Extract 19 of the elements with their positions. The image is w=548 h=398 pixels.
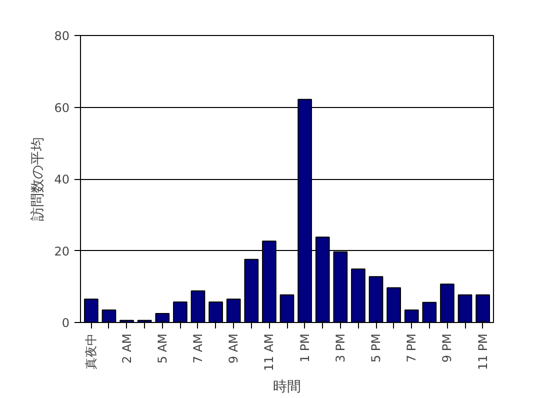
y-tick-label: 40 bbox=[54, 172, 70, 186]
y-tick-label: 80 bbox=[54, 29, 70, 43]
x-tick-label: 11 AM bbox=[262, 333, 276, 372]
x-tick-label: 5 AM bbox=[155, 333, 170, 364]
x-tick-label: 真夜中 bbox=[84, 334, 98, 370]
x-tick-label: 7 AM bbox=[190, 333, 205, 364]
y-tick-label: 60 bbox=[54, 100, 70, 115]
x-tick-label: 2 AM bbox=[120, 333, 134, 364]
y-tick-label: 20 bbox=[54, 244, 70, 258]
x-tick-label: 3 PM bbox=[333, 333, 348, 363]
x-tick-label: 11 PM bbox=[476, 333, 490, 370]
x-tick-label: 1 PM bbox=[298, 333, 312, 363]
x-tick-label: 9 PM bbox=[440, 333, 454, 363]
y-axis-title: 訪問数の平均 bbox=[30, 137, 46, 221]
x-tick-label: 5 PM bbox=[369, 333, 384, 363]
x-tick-label: 9 AM bbox=[226, 333, 241, 364]
y-tick-label: 0 bbox=[62, 316, 70, 330]
x-axis-title: 時間 bbox=[273, 379, 301, 396]
x-tick-label: 7 PM bbox=[404, 333, 419, 363]
